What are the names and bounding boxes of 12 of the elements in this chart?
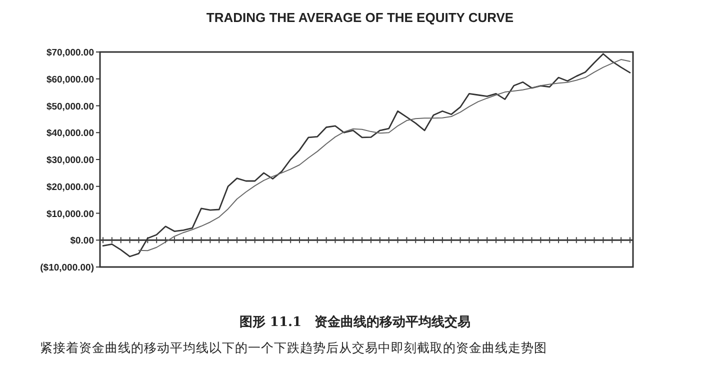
text: 图形 11.1 资金曲线的移动平均线交易: [239, 314, 471, 330]
text: 紧接着资金曲线的移动平均线以下的一个下跌趋势后从交易中即刻截取的资金曲线走势图: [40, 340, 547, 355]
y-tick-label: $70,000.00: [46, 48, 94, 58]
y-tick-label: $30,000.00: [46, 155, 94, 166]
y-tick-label: $40,000.00: [46, 128, 94, 140]
y-tick-label: $10,000.00: [46, 208, 94, 220]
y-tick-label: $50,000.00: [46, 101, 94, 112]
chart-title: TRADING THE AVERAGE OF THE EQUITY CURVE: [206, 10, 514, 25]
y-tick-label: $20,000.00: [46, 182, 94, 193]
y-tick-label: $0.00: [70, 236, 94, 247]
y-tick-label: $60,000.00: [46, 74, 94, 86]
y-tick-label: ($10,000.00): [40, 262, 94, 274]
